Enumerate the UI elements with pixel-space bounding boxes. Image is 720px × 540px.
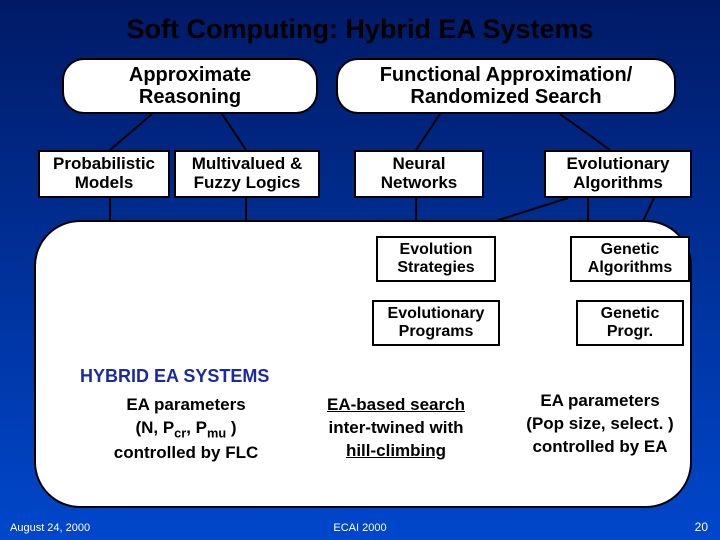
footer-page-number: 20 bbox=[695, 520, 708, 534]
ga-l1: Genetic bbox=[601, 241, 660, 258]
nn-l1: Neural bbox=[393, 154, 446, 173]
slide: Soft Computing: Hybrid EA Systems Approx… bbox=[0, 0, 720, 540]
col2-l2: inter-twined with bbox=[328, 418, 463, 437]
func-l1: Functional Approximation/ bbox=[380, 64, 633, 86]
prob-l1: Probabilistic bbox=[53, 154, 155, 173]
ep-l1: Evolutionary bbox=[388, 305, 485, 322]
gp-l2: Progr. bbox=[607, 323, 653, 340]
hybrid-col-3: EA parameters (Pop size, select. ) contr… bbox=[500, 390, 700, 459]
footer-venue: ECAI 2000 bbox=[0, 522, 720, 534]
page-title: Soft Computing: Hybrid EA Systems bbox=[0, 14, 720, 45]
approx-l2: Reasoning bbox=[139, 86, 241, 108]
node-evolution-strategies: Evolution Strategies bbox=[376, 236, 496, 282]
node-evolutionary-algorithms: Evolutionary Algorithms bbox=[544, 150, 692, 198]
node-fuzzy-logics: Multivalued & Fuzzy Logics bbox=[174, 150, 320, 198]
es-l2: Strategies bbox=[397, 259, 474, 276]
ea-l1: Evolutionary bbox=[567, 154, 670, 173]
node-functional-approximation: Functional Approximation/ Randomized Sea… bbox=[336, 58, 676, 114]
prob-l2: Models bbox=[75, 173, 134, 192]
ga-l2: Algorithms bbox=[588, 259, 672, 276]
col3-l1: EA parameters bbox=[540, 391, 659, 410]
hybrid-title: HYBRID EA SYSTEMS bbox=[80, 366, 269, 387]
col1-l3: controlled by FLC bbox=[114, 443, 259, 462]
hybrid-col-1: EA parameters (N, Pcr, Pmu ) controlled … bbox=[86, 394, 286, 464]
hybrid-col-2: EA-based search inter-twined with hill-c… bbox=[302, 394, 490, 463]
hybrid-title-text: HYBRID EA SYSTEMS bbox=[80, 366, 269, 386]
nn-l2: Networks bbox=[381, 173, 458, 192]
approx-l1: Approximate bbox=[129, 64, 251, 86]
node-approximate-reasoning: Approximate Reasoning bbox=[62, 58, 318, 114]
func-l2: Randomized Search bbox=[410, 86, 601, 108]
node-evolutionary-programs: Evolutionary Programs bbox=[372, 300, 500, 346]
node-genetic-algorithms: Genetic Algorithms bbox=[570, 236, 690, 282]
col1-l2: (N, Pcr, Pmu ) bbox=[135, 418, 236, 437]
fuzzy-l1: Multivalued & bbox=[192, 154, 303, 173]
col2-l3: hill-climbing bbox=[346, 441, 446, 460]
fuzzy-l2: Fuzzy Logics bbox=[194, 173, 301, 192]
node-probabilistic-models: Probabilistic Models bbox=[38, 150, 170, 198]
es-l1: Evolution bbox=[400, 241, 473, 258]
title-text: Soft Computing: Hybrid EA Systems bbox=[126, 14, 593, 44]
ep-l2: Programs bbox=[399, 323, 474, 340]
col3-l3: controlled by EA bbox=[532, 437, 667, 456]
gp-l1: Genetic bbox=[601, 305, 660, 322]
col2-l1: EA-based search bbox=[327, 395, 465, 414]
ea-l2: Algorithms bbox=[573, 173, 663, 192]
col1-l1: EA parameters bbox=[126, 395, 245, 414]
col3-l2: (Pop size, select. ) bbox=[526, 414, 673, 433]
node-neural-networks: Neural Networks bbox=[354, 150, 484, 198]
node-genetic-programming: Genetic Progr. bbox=[576, 300, 684, 346]
